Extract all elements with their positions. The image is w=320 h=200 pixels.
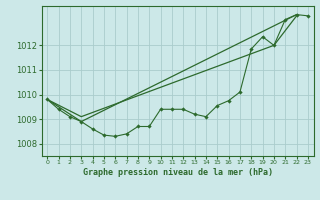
X-axis label: Graphe pression niveau de la mer (hPa): Graphe pression niveau de la mer (hPa) <box>83 168 273 177</box>
